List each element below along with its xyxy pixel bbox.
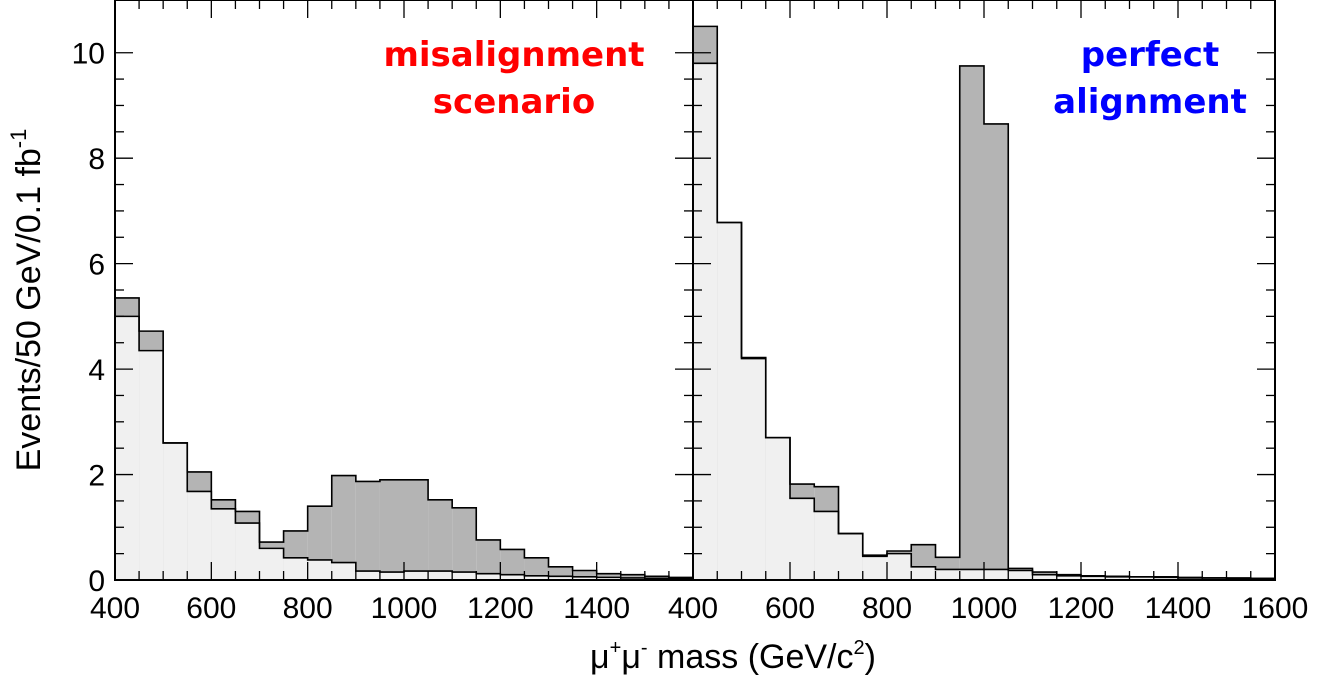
signal-bin [452, 507, 477, 580]
panel-annotation-line: misalignment [383, 35, 644, 75]
panel-annotation-line: perfect [1081, 35, 1219, 75]
x-axis-label-rest: mass (GeV/c [648, 638, 854, 676]
y-axis-label-exponent: -1 [6, 129, 31, 149]
background-bin [1008, 570, 1033, 580]
signal-bin [984, 123, 1009, 580]
background-bin [838, 533, 863, 580]
background-bin [500, 574, 525, 580]
background-bin [814, 511, 839, 580]
background-bin [596, 577, 621, 580]
y-tick-label: 0 [88, 565, 105, 598]
background-bin [163, 442, 188, 580]
background-bin [572, 576, 597, 580]
background-bin [693, 63, 718, 581]
y-tick-label: 10 [72, 38, 105, 71]
background-bin [765, 437, 790, 580]
background-bin [1032, 574, 1057, 580]
x-axis-label: μ+μ- mass (GeV/c2) [590, 637, 876, 676]
signal-bin [404, 479, 429, 580]
background-bin [139, 350, 164, 580]
background-bin [1202, 577, 1227, 580]
background-bin [331, 562, 356, 580]
x-tick-label: 1000 [951, 592, 1018, 625]
x-tick-label: 400 [668, 592, 718, 625]
x-axis-label-sup2: - [641, 637, 648, 659]
signal-bin [572, 570, 597, 580]
background-bin [984, 569, 1009, 580]
background-bin [548, 576, 573, 580]
panel-1: 400 600 800 1000 1200 1400 misalignment scenari… [90, 0, 694, 625]
panel-annotation-line: scenario [433, 82, 595, 122]
x-tick-label: 1400 [563, 592, 630, 625]
background-bin [355, 571, 380, 580]
x-axis-label-sup1: + [610, 637, 622, 659]
background-bin [862, 556, 887, 580]
background-bin [211, 508, 236, 580]
background-bin [620, 577, 645, 580]
background-bin [259, 548, 284, 580]
background-bin [717, 222, 742, 580]
background-bin [379, 572, 404, 580]
signal-bin [959, 65, 984, 581]
signal-bin [428, 499, 453, 580]
x-tick-label: 1400 [1145, 592, 1212, 625]
background-bin [935, 569, 960, 580]
background-bin [283, 557, 308, 580]
x-axis-label-mu1: μ [590, 638, 610, 676]
x-tick-label: 1600 [1242, 592, 1309, 625]
y-axis-label-main: Events/50 GeV/0.1 fb [10, 148, 48, 471]
y-tick-label: 2 [88, 460, 105, 493]
background-bin [187, 491, 212, 580]
background-bin [959, 569, 984, 580]
x-axis-label-mu2: μ [621, 638, 641, 676]
background-bin [1081, 576, 1106, 580]
background-bin [307, 559, 332, 580]
y-tick-label: 4 [88, 354, 105, 387]
background-bin [1153, 577, 1178, 580]
y-tick-label: 8 [88, 143, 105, 176]
background-bin [235, 523, 260, 580]
x-tick-label: 400 [90, 592, 140, 625]
y-tick-label: 6 [88, 249, 105, 282]
background-bin [887, 553, 912, 580]
background-bin [428, 571, 453, 580]
y-axis-label: Events/50 GeV/0.1 fb-1 [6, 129, 48, 472]
x-tick-label: 1200 [467, 592, 534, 625]
background-bin [911, 566, 936, 580]
x-axis-label-sup3: 2 [854, 637, 865, 659]
x-tick-label: 1000 [371, 592, 438, 625]
x-tick-label: 600 [186, 592, 236, 625]
background-bin [1056, 575, 1081, 580]
signal-bin [355, 481, 380, 580]
background-bin [404, 571, 429, 580]
x-tick-label: 800 [283, 592, 333, 625]
panel-annotation-line: alignment [1053, 82, 1247, 122]
background-bin [452, 572, 477, 580]
x-tick-label: 1200 [1048, 592, 1115, 625]
background-outline [692, 62, 1276, 580]
background-bin [790, 498, 815, 580]
x-tick-label: 600 [765, 592, 815, 625]
background-bin [741, 358, 766, 580]
background-bin [476, 573, 501, 580]
x-axis-label-close: ) [865, 638, 876, 676]
signal-bin [379, 479, 404, 580]
background-bin [524, 575, 549, 580]
signal-bin [524, 557, 549, 580]
background-bin [1129, 576, 1154, 580]
x-tick-label: 800 [862, 592, 912, 625]
background-bin [1178, 577, 1203, 580]
panel-2: 400 600 800 1000 1200 1400 1600 perfect alignmen… [668, 0, 1308, 625]
background-bin [1105, 576, 1130, 580]
